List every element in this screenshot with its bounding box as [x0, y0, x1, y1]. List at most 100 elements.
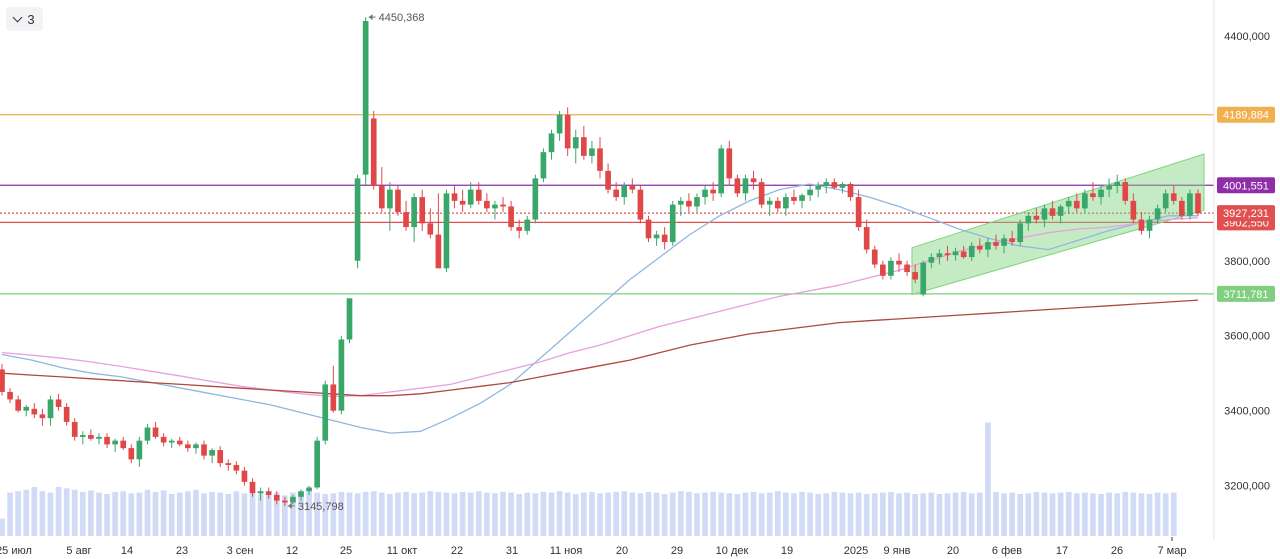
trend-channel[interactable] [911, 153, 1205, 296]
y-tick-label: 3600,000 [1224, 331, 1270, 343]
candle [15, 395, 21, 413]
candle [1001, 234, 1007, 254]
volume-bar [144, 489, 151, 536]
x-tick-label: 26 [1111, 545, 1123, 557]
volume-bar [104, 494, 110, 536]
candle [645, 215, 652, 243]
volume-bar [1146, 494, 1153, 536]
volume-bar [815, 494, 822, 536]
volume-bar [306, 491, 312, 536]
candle [201, 440, 207, 460]
volume-bar [629, 492, 636, 536]
volume-bar [217, 492, 224, 536]
volume-bar [774, 491, 781, 536]
volume-bar [136, 492, 143, 536]
candle [799, 193, 805, 209]
volume-bar [686, 491, 692, 536]
volume-bar [362, 491, 369, 536]
volume-bar [936, 494, 943, 536]
candle [120, 436, 127, 451]
candle [888, 257, 894, 280]
x-axis[interactable]: 25 июл 5 авг 14 23 3 сен 12 25 11 окт 22 31 11 ноя… [0, 537, 1186, 557]
volume-bar [766, 492, 773, 536]
collapse-indicators-button[interactable]: 3 [6, 7, 43, 31]
candle [1146, 215, 1153, 239]
volume-bar [710, 491, 716, 536]
volume-bar [928, 492, 935, 536]
candle [1106, 178, 1112, 198]
candle [241, 466, 248, 486]
candle [944, 245, 951, 261]
x-tick-label: 12 [286, 545, 298, 557]
volume-bar [847, 493, 854, 536]
candle [621, 182, 628, 205]
candle [1041, 204, 1048, 228]
volume-bar [500, 491, 506, 536]
candle [863, 219, 870, 254]
price-annotation-label: 3145,798 [298, 501, 344, 513]
candle [1090, 182, 1096, 201]
candle [669, 200, 676, 246]
candle [1170, 185, 1177, 205]
candle [47, 395, 54, 426]
volume-bar [475, 491, 482, 536]
candle [710, 182, 716, 201]
channel-fill[interactable] [911, 153, 1205, 296]
volume-bar [15, 491, 21, 536]
volume-bar [1130, 492, 1137, 536]
candle [718, 144, 725, 198]
volume-bar [298, 493, 304, 536]
candle [896, 253, 902, 273]
x-tick-label: 10 дек [716, 545, 749, 557]
volume-bar [597, 493, 603, 536]
volume-bar [0, 518, 5, 536]
candle [968, 242, 975, 261]
candle [791, 189, 797, 205]
candle [71, 418, 78, 441]
volume-bar [322, 494, 329, 536]
moving-average-line [1, 299, 1199, 397]
candle [1179, 197, 1185, 220]
volume-bar [419, 492, 426, 536]
candle [766, 197, 773, 216]
candle [79, 431, 86, 445]
volume-bar [944, 493, 951, 536]
volume-bar [290, 492, 296, 536]
volume-bar [605, 492, 611, 536]
volume-bar [742, 492, 749, 536]
volume-bar [484, 492, 490, 536]
volume-bar [516, 494, 523, 536]
volume-bar [282, 495, 288, 536]
volume-bar [265, 494, 272, 536]
candle [1154, 204, 1161, 224]
volume-bar [572, 494, 579, 536]
volume-bar [346, 492, 353, 536]
volume-bar [1138, 493, 1145, 536]
volume-bar [23, 489, 30, 536]
level-price-label: 4189,884 [1223, 110, 1269, 122]
candle [467, 182, 474, 209]
y-axis[interactable]: 4400,0004200,0004000,0003800,0003600,000… [1224, 31, 1270, 493]
volume-bar [176, 492, 183, 536]
volume-bar [807, 492, 813, 536]
candle [435, 193, 442, 269]
candle [726, 140, 733, 186]
volume-bar [912, 494, 918, 536]
candle [88, 429, 94, 441]
candle [532, 174, 539, 224]
candle [1082, 189, 1088, 213]
candle [314, 436, 320, 490]
volume-bar [411, 493, 417, 536]
candle [564, 107, 571, 156]
candle [524, 215, 531, 235]
volume-bar [1049, 493, 1056, 536]
level-price-tag: 4001,551 [1217, 177, 1275, 194]
volume-bar [952, 492, 959, 536]
collapse-count: 3 [27, 11, 35, 27]
candle [831, 178, 838, 190]
y-tick-label: 4400,000 [1224, 31, 1270, 43]
candle [629, 178, 636, 194]
candle [750, 170, 757, 190]
x-tick-label: 19 [781, 545, 793, 557]
